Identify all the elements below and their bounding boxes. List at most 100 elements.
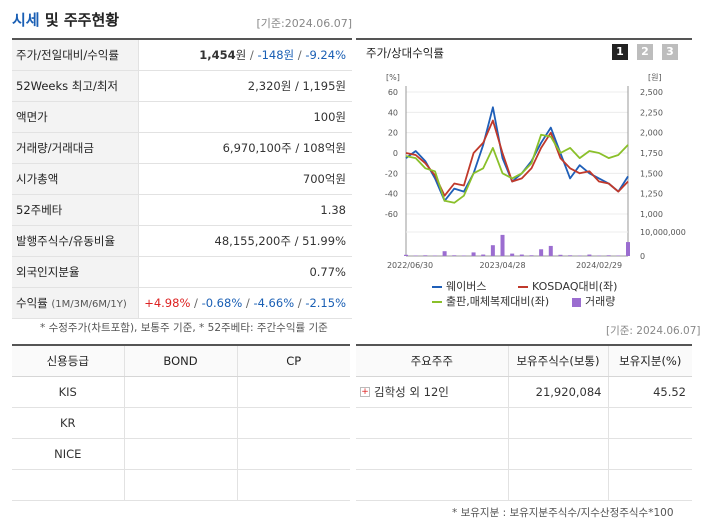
volume-bar	[490, 245, 495, 256]
table-row: + 김학성 외 12인 21,920,084 45.52	[356, 376, 692, 408]
shares-value: 48,155,200주 / 51.99%	[138, 225, 352, 257]
current-price: 1,454	[199, 47, 236, 62]
expand-plus-icon[interactable]: +	[360, 387, 370, 397]
week52-value: 2,320원 / 1,195원	[138, 70, 352, 102]
holder-name-cell[interactable]: + 김학성 외 12인	[356, 376, 509, 408]
volume-bar	[558, 254, 563, 256]
volume-value: 6,970,100주 / 108억원	[138, 132, 352, 164]
row-volume: 거래량/거래대금 6,970,100주 / 108억원	[12, 132, 352, 164]
credit-bond	[124, 469, 238, 501]
kosdaq-line	[405, 119, 629, 197]
volume-tick-label: 0	[640, 252, 645, 261]
credit-agency	[12, 469, 125, 501]
footnote-holders: * 보유지분 : 보유지분주식수/지수산정주식수*100	[452, 507, 674, 519]
volume-bar	[529, 255, 534, 256]
credit-cp	[237, 376, 350, 408]
volume-bar	[519, 254, 524, 256]
par-value: 100원	[138, 101, 352, 133]
publishing-line	[405, 133, 629, 204]
week52-label: 52Weeks 최고/최저	[12, 70, 139, 102]
row-price: 주가/전일대비/수익률 1,454원 / -148원 / -9.24%	[12, 39, 352, 71]
volume-bar	[539, 249, 544, 256]
left-tick-label: 0	[393, 149, 398, 158]
volume-bar	[500, 234, 505, 256]
credit-bond	[124, 438, 238, 470]
credit-header-row: 신용등급 BOND CP	[12, 345, 350, 377]
volume-bar	[606, 255, 611, 256]
credit-rating-table: 신용등급 BOND CP KIS KR NICE	[12, 344, 350, 501]
market-cap-value: 700억원	[138, 163, 352, 195]
major-shareholders-table: 주요주주 보유주식수(보통) 보유지분(%) + 김학성 외 12인 21,920…	[356, 344, 692, 501]
credit-cp	[237, 407, 350, 439]
table-row: KIS	[12, 376, 350, 408]
chart-title: 주가/상대수익률	[366, 46, 444, 60]
credit-agency: KIS	[12, 376, 125, 408]
return-1y: -2.15%	[305, 295, 346, 310]
volume-bar	[423, 255, 428, 256]
credit-header-bond: BOND	[124, 345, 238, 377]
table-row	[12, 469, 350, 501]
volume-bar	[442, 251, 447, 256]
left-tick-label: -20	[385, 169, 398, 178]
table-row	[356, 407, 692, 439]
returns-label-sub: (1M/3M/6M/1Y)	[51, 298, 127, 310]
volume-bar	[481, 254, 486, 256]
right-tick-label: 1,500	[640, 169, 663, 178]
table-row: KR	[12, 407, 350, 439]
right-tick-label: 1,000	[640, 210, 663, 219]
base-date: [기준:2024.06.07]	[256, 17, 352, 30]
left-tick-label: 40	[388, 108, 398, 117]
legend-wavus: 웨이버스	[432, 278, 486, 294]
price-rate: -9.24%	[305, 47, 346, 62]
row-beta: 52주베타 1.38	[12, 194, 352, 226]
return-3m: -0.68%	[201, 295, 243, 310]
holders-header-shares: 보유주식수(보통)	[508, 345, 609, 377]
left-tick-label: 20	[388, 129, 398, 138]
holders-header-pct: 보유지분(%)	[608, 345, 692, 377]
beta-label: 52주베타	[12, 194, 139, 226]
volume-bar	[452, 255, 457, 256]
volume-bar	[548, 245, 553, 256]
row-market-cap: 시가총액 700억원	[12, 163, 352, 195]
holder-pct: 45.52	[608, 376, 692, 408]
par-label: 액면가	[12, 101, 139, 133]
credit-bond	[124, 407, 238, 439]
legend-kosdaq: KOSDAQ대비(좌)	[518, 278, 617, 294]
right-tick-label: 2,250	[640, 108, 663, 117]
section-title: 시세 및 주주현황	[12, 9, 352, 31]
x-tick-label: 2024/02/29	[576, 261, 622, 270]
market-cap-label: 시가총액	[12, 163, 139, 195]
chart-tab-3[interactable]: 3	[662, 44, 678, 60]
foreign-value: 0.77%	[138, 256, 352, 288]
credit-cp	[237, 438, 350, 470]
volume-bar	[471, 252, 476, 256]
price-value: 1,454원 / -148원 / -9.24%	[138, 39, 352, 71]
row-par: 액면가 100원	[12, 101, 352, 133]
right-tick-label: 1,750	[640, 149, 663, 158]
returns-label: 수익률 (1M/3M/6M/1Y)	[12, 287, 139, 319]
returns-value: +4.98% / -0.68% / -4.66% / -2.15%	[138, 287, 352, 319]
title-main: 시세	[12, 11, 40, 29]
credit-agency: NICE	[12, 438, 125, 470]
row-52weeks: 52Weeks 최고/최저 2,320원 / 1,195원	[12, 70, 352, 102]
legend-volume: 거래량	[572, 293, 615, 309]
chart-tab-1[interactable]: 1	[612, 44, 628, 60]
x-tick-label: 2022/06/30	[387, 261, 433, 270]
foreign-label: 외국인지분율	[12, 256, 139, 288]
x-tick-label: 2023/04/28	[479, 261, 525, 270]
right-tick-label: 2,000	[640, 129, 663, 138]
credit-header-cp: CP	[237, 345, 350, 377]
left-axis-unit: [%]	[386, 73, 400, 82]
volume-label: 거래량/거래대금	[12, 132, 139, 164]
left-tick-label: -40	[385, 190, 398, 199]
chart-tab-2[interactable]: 2	[637, 44, 653, 60]
volume-bar	[510, 253, 515, 256]
volume-bar	[587, 254, 592, 256]
beta-value: 1.38	[138, 194, 352, 226]
holders-header-row: 주요주주 보유주식수(보통) 보유지분(%)	[356, 345, 692, 377]
shares-label: 발행주식수/유동비율	[12, 225, 139, 257]
credit-header-agency: 신용등급	[12, 345, 125, 377]
price-label: 주가/전일대비/수익률	[12, 39, 139, 71]
right-tick-label: 2,500	[640, 88, 663, 97]
table-row: NICE	[12, 438, 350, 470]
